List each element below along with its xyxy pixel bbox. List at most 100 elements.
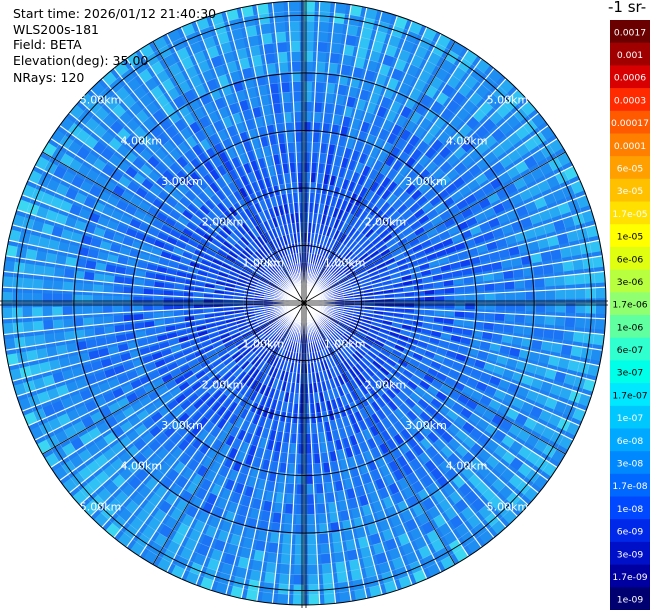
range-gate [376,396,387,408]
range-gate [274,502,283,514]
range-gate [221,520,233,533]
range-gate [219,333,231,340]
elevation-label: Elevation(deg): 35.00 [13,53,149,68]
range-gate [273,451,281,463]
range-gate [493,323,505,332]
ray-gap [303,302,581,427]
range-gate [462,385,475,396]
range-gate [2,291,13,303]
range-gate [341,115,351,128]
range-gate [544,368,557,380]
range-gate [113,276,125,285]
range-gate [197,354,209,364]
ray-gap [210,15,305,304]
range-gate [366,404,376,416]
range-gate [384,44,398,58]
range-gate [182,467,195,481]
range-gate [265,242,273,253]
range-gate [464,311,475,319]
range-gate [123,361,135,372]
range-gate [394,407,405,419]
range-gate [352,422,362,434]
range-gate [325,482,334,493]
range-gate [94,327,106,337]
range-gate [426,343,438,352]
range-gate [485,293,496,301]
range-gate [341,54,353,66]
range-gate [176,156,188,169]
range-gate [194,227,206,238]
range-gate [563,404,577,418]
range-gate [369,425,380,437]
range-gate [209,194,221,206]
range-gate [276,324,284,333]
ray-gap [303,255,603,304]
range-gate [247,579,260,592]
range-gate [459,482,473,497]
range-gate [374,172,385,184]
range-gate [274,389,281,401]
range-gate [145,477,159,491]
range-gate [228,250,239,260]
range-gate [198,93,211,106]
ring-label: 4.00km [446,460,488,473]
colorbar-swatch [610,201,650,225]
ray-gap [101,302,305,528]
range-gate [328,334,336,344]
range-gate [322,258,329,268]
range-gate [310,162,317,173]
range-gate [119,467,134,481]
range-gate [478,221,491,232]
range-gate [143,417,156,430]
range-gate [344,34,357,47]
range-gate [212,359,223,369]
range-gate [393,433,405,445]
range-gate [276,41,287,53]
range-gate [233,368,244,378]
range-gate [452,326,464,334]
range-gate [473,320,485,329]
range-gate [65,256,77,267]
range-gate [142,501,157,515]
range-gate [386,262,398,270]
range-gate [188,121,201,135]
range-gate [205,323,217,330]
range-gate [264,198,272,209]
range-gate [13,261,25,274]
range-gate [250,227,260,238]
ray-gap [303,302,368,599]
ray-gap [303,302,518,517]
range-gate [369,585,383,598]
range-gate [336,340,345,350]
ray-gap [240,7,305,304]
range-gate [165,380,178,391]
range-gate [258,280,268,287]
range-gate [316,234,322,245]
range-gate [550,431,565,445]
range-gate [209,354,220,364]
range-gate [342,235,351,246]
range-gate [409,331,421,339]
range-gate [52,280,64,291]
range-gate [473,234,485,245]
range-gate [314,243,319,255]
ray-gap [303,58,482,304]
range-gate [308,584,320,595]
range-gate [328,389,336,400]
range-gate [257,179,265,191]
range-gate [411,175,424,188]
range-gate [52,165,67,180]
range-gate [347,227,357,238]
range-gate [191,473,204,487]
colorbar-tick-label: 0.0006 [614,73,646,84]
range-gate [371,468,382,481]
range-gate [183,177,195,190]
colorbar-tick-label: 1e-06 [617,322,644,333]
range-gate [427,51,442,66]
range-gate [371,40,384,53]
range-gate [377,266,389,273]
range-gate [103,392,116,404]
ray-gap [139,302,305,557]
range-gate [438,145,452,159]
range-gate [364,353,375,363]
